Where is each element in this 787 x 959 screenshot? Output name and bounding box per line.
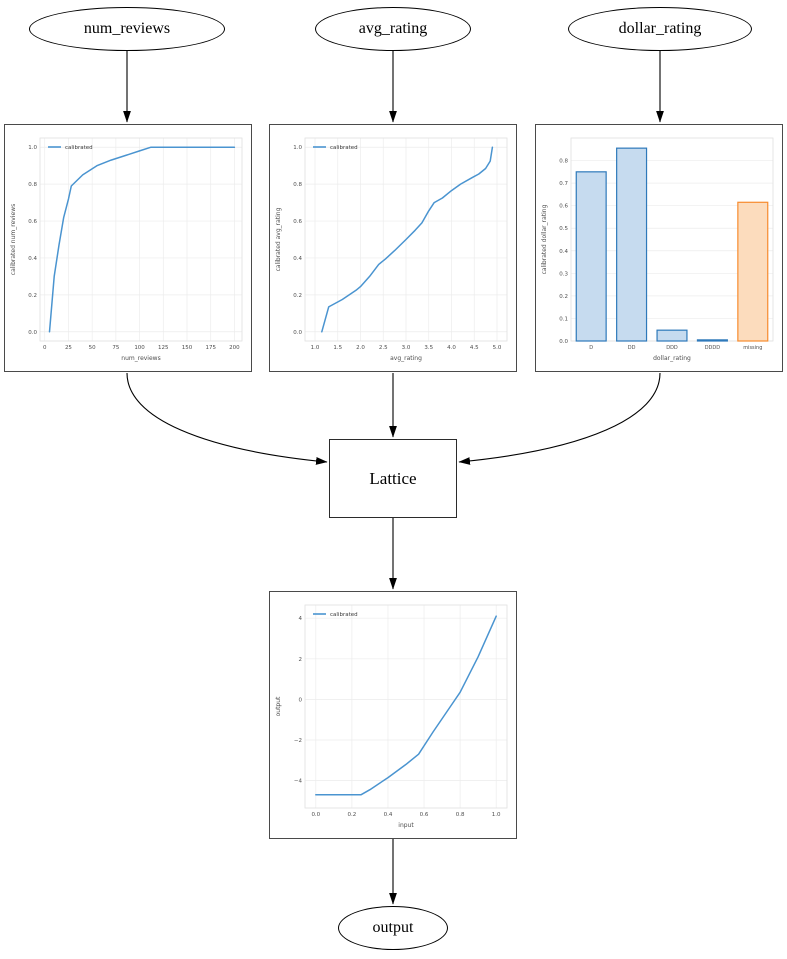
- plot-calibrated-dollar-rating: 0.0 0.1 0.2 0.3 0.4 0.5 0.6 0.7 0.8 D DD DDD DDDD mis…: [535, 124, 783, 372]
- svg-text:4.5: 4.5: [470, 345, 479, 351]
- svg-text:0.8: 0.8: [293, 182, 302, 188]
- svg-text:5.0: 5.0: [493, 345, 502, 351]
- svg-text:0.2: 0.2: [293, 293, 302, 299]
- svg-text:150: 150: [182, 345, 193, 351]
- plot-output-calibration: −4 −2 0 2 4 0.0 0.2 0.4 0.6 0.8 1.0 input output cali…: [269, 591, 517, 839]
- svg-text:0.0: 0.0: [28, 330, 37, 336]
- node-lattice: Lattice: [329, 439, 457, 518]
- node-avg-rating-label: avg_rating: [358, 20, 428, 37]
- svg-text:0: 0: [43, 345, 47, 351]
- node-num-reviews-label: num_reviews: [83, 20, 171, 37]
- svg-text:0.1: 0.1: [559, 316, 568, 322]
- svg-text:−4: −4: [294, 779, 303, 785]
- chart-figure: 0.00.10.20.30.40.50.60.70.8D DD DDD DDDD mis…: [536, 125, 782, 371]
- chart-figure: 0.0 0.2 0.4 0.6 0.8 1.0 0 25 50 75 100 125 150 175 200…: [5, 125, 251, 371]
- y-axis-label: output: [275, 696, 282, 716]
- series-calibrated: [48, 146, 236, 333]
- bar-DDD: [656, 329, 688, 342]
- node-output: output: [338, 906, 448, 950]
- svg-text:0.6: 0.6: [293, 219, 302, 225]
- y-axis-label: calibrated avg_rating: [275, 207, 282, 271]
- svg-text:3.0: 3.0: [402, 345, 411, 351]
- svg-text:1.0: 1.0: [492, 812, 501, 818]
- svg-text:4: 4: [299, 616, 303, 622]
- svg-text:75: 75: [112, 345, 119, 351]
- svg-text:0.8: 0.8: [28, 182, 37, 188]
- legend-label: calibrated: [330, 145, 358, 151]
- svg-text:4.0: 4.0: [447, 345, 456, 351]
- svg-text:DD: DD: [628, 345, 636, 351]
- svg-text:DDDD: DDDD: [705, 345, 721, 351]
- svg-text:175: 175: [205, 345, 216, 351]
- svg-text:0.3: 0.3: [559, 271, 568, 277]
- legend-label: calibrated: [65, 145, 93, 151]
- svg-text:200: 200: [229, 345, 240, 351]
- node-dollar-rating-label: dollar_rating: [618, 20, 702, 37]
- chart-figure: −4 −2 0 2 4 0.0 0.2 0.4 0.6 0.8 1.0 input output cali…: [270, 592, 516, 838]
- svg-text:0.8: 0.8: [559, 159, 568, 165]
- chart-figure: 0.0 0.2 0.4 0.6 0.8 1.0 1.0 1.5 2.0 2.5 3.0 3.5 4.0 4…: [270, 125, 516, 371]
- svg-text:50: 50: [89, 345, 96, 351]
- node-dollar-rating: dollar_rating: [568, 7, 752, 51]
- svg-text:0.4: 0.4: [293, 256, 302, 262]
- svg-text:0.5: 0.5: [559, 226, 568, 232]
- edge-calibrator1-to-lattice: [126, 372, 328, 465]
- svg-text:DDD: DDD: [666, 345, 678, 351]
- svg-text:−2: −2: [294, 738, 302, 744]
- svg-text:1.0: 1.0: [28, 145, 37, 151]
- svg-text:0.2: 0.2: [28, 293, 37, 299]
- svg-text:0.2: 0.2: [559, 294, 568, 300]
- svg-text:0.7: 0.7: [559, 181, 568, 187]
- svg-text:2: 2: [299, 657, 303, 663]
- svg-text:1.5: 1.5: [333, 345, 342, 351]
- plot-calibrated-avg-rating: 0.0 0.2 0.4 0.6 0.8 1.0 1.0 1.5 2.0 2.5 3.0 3.5 4.0 4…: [269, 124, 517, 372]
- svg-text:0.0: 0.0: [559, 339, 568, 345]
- svg-text:0.4: 0.4: [384, 812, 393, 818]
- y-axis-label: calibrated num_reviews: [10, 204, 17, 275]
- svg-text:125: 125: [158, 345, 169, 351]
- svg-text:0.6: 0.6: [28, 219, 37, 225]
- svg-text:2.5: 2.5: [379, 345, 388, 351]
- svg-text:0.8: 0.8: [456, 812, 465, 818]
- svg-text:1.0: 1.0: [311, 345, 320, 351]
- edge-calibrator3-to-lattice: [458, 372, 661, 465]
- bar-missing: [737, 201, 769, 342]
- x-axis-label: dollar_rating: [653, 355, 691, 362]
- node-num-reviews: num_reviews: [29, 7, 225, 51]
- node-lattice-label: Lattice: [369, 468, 417, 488]
- bar-DD: [616, 147, 648, 342]
- legend-label: calibrated: [330, 612, 358, 618]
- svg-text:0.4: 0.4: [559, 249, 568, 255]
- svg-text:25: 25: [65, 345, 72, 351]
- svg-text:D: D: [589, 345, 593, 351]
- svg-text:0.6: 0.6: [420, 812, 429, 818]
- series-calibrated: [315, 615, 497, 796]
- series-calibrated: [321, 146, 494, 333]
- x-axis-label: avg_rating: [390, 355, 422, 362]
- svg-text:0.4: 0.4: [28, 256, 37, 262]
- svg-text:1.0: 1.0: [293, 145, 302, 151]
- svg-text:0.6: 0.6: [559, 204, 568, 210]
- bar-DDDD: [696, 339, 728, 342]
- x-axis-label: num_reviews: [121, 355, 160, 362]
- svg-text:2.0: 2.0: [356, 345, 365, 351]
- bar-D: [575, 171, 607, 342]
- y-axis-label: calibrated dollar_rating: [541, 204, 548, 274]
- svg-text:3.5: 3.5: [424, 345, 433, 351]
- plot-calibrated-num-reviews: 0.0 0.2 0.4 0.6 0.8 1.0 0 25 50 75 100 125 150 175 200…: [4, 124, 252, 372]
- node-output-label: output: [372, 919, 414, 936]
- x-axis-label: input: [398, 822, 414, 829]
- svg-text:0.0: 0.0: [311, 812, 320, 818]
- svg-text:100: 100: [134, 345, 145, 351]
- svg-text:0: 0: [299, 697, 303, 703]
- node-avg-rating: avg_rating: [315, 7, 471, 51]
- svg-text:0.0: 0.0: [293, 330, 302, 336]
- svg-text:0.2: 0.2: [348, 812, 357, 818]
- svg-text:missing: missing: [743, 345, 762, 351]
